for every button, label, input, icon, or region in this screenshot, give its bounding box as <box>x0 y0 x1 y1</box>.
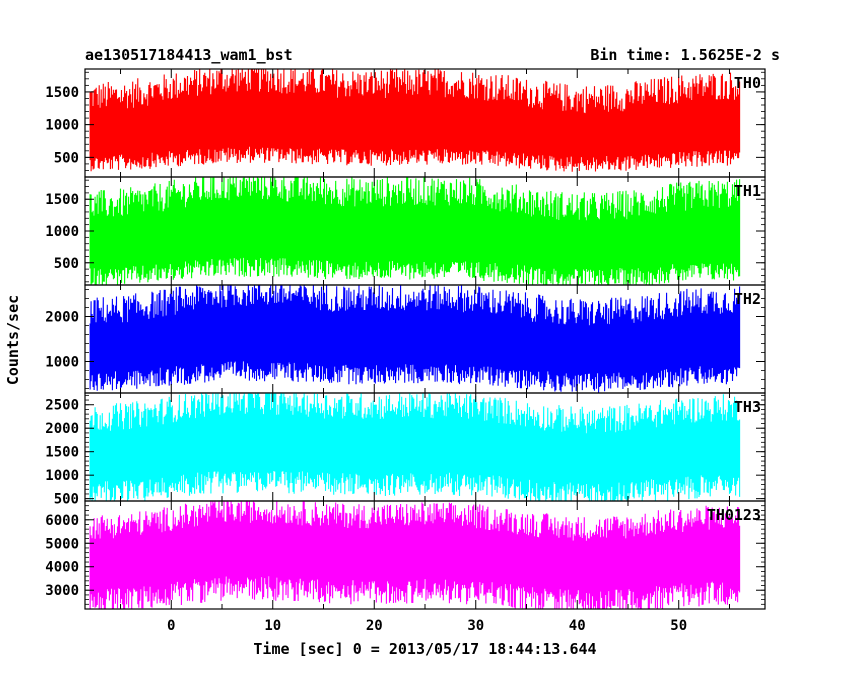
x-tick-label: 0 <box>167 618 175 634</box>
y-tick-label: 1500 <box>45 192 79 208</box>
series-th1 <box>89 177 741 285</box>
y-tick-label: 2000 <box>45 421 79 437</box>
x-axis-ticks: 0 10 20 30 40 50 <box>167 618 687 634</box>
y-tick-label: 1000 <box>45 118 79 134</box>
panel-th0123: 3000 4000 5000 6000 TH0123 <box>45 500 766 610</box>
x-axis-label: Time [sec] 0 = 2013/05/17 18:44:13.644 <box>253 640 596 658</box>
panels-group: 500 1000 1500 TH0 500 1000 1500 TH1 1000 2000 TH2 5… <box>45 68 766 610</box>
y-tick-label: 2500 <box>45 398 79 414</box>
series-th0123 <box>89 501 741 609</box>
y-tick-label: 1000 <box>45 355 79 371</box>
y-tick-label: 500 <box>54 256 79 272</box>
series-th3 <box>89 393 741 501</box>
panel-th1: 500 1000 1500 TH1 <box>45 176 766 286</box>
panel-label-th2: TH2 <box>734 290 761 308</box>
y-tick-label: 500 <box>54 150 79 166</box>
x-tick-label: 40 <box>569 618 586 634</box>
panel-th3: 500 1000 1500 2000 2500 TH3 <box>45 392 766 508</box>
x-tick-label: 30 <box>467 618 484 634</box>
y-tick-label: 1500 <box>45 445 79 461</box>
panel-th2: 1000 2000 TH2 <box>45 284 766 394</box>
y-tick-label: 1500 <box>45 85 79 101</box>
y-tick-label: 4000 <box>45 560 79 576</box>
bin-time-label: Bin time: 1.5625E-2 s <box>590 46 780 64</box>
panel-label-th0123: TH0123 <box>707 506 761 524</box>
y-tick-label: 5000 <box>45 536 79 552</box>
x-tick-label: 10 <box>264 618 281 634</box>
panel-label-th0: TH0 <box>734 74 761 92</box>
panel-th0: 500 1000 1500 TH0 <box>45 68 766 178</box>
y-tick-label: 3000 <box>45 583 79 599</box>
y-axis-label: Counts/sec <box>4 295 22 385</box>
y-tick-label: 1000 <box>45 224 79 240</box>
panel-label-th3: TH3 <box>734 398 761 416</box>
x-tick-label: 20 <box>366 618 383 634</box>
y-tick-label: 2000 <box>45 310 79 326</box>
y-tick-label: 1000 <box>45 468 79 484</box>
y-tick-label: 500 <box>54 492 79 508</box>
y-tick-label: 6000 <box>45 513 79 529</box>
series-th0 <box>89 69 741 172</box>
panel-label-th1: TH1 <box>734 182 761 200</box>
series-th2 <box>89 285 741 393</box>
x-tick-label: 50 <box>670 618 687 634</box>
chart-title: ae130517184413_wam1_bst <box>85 46 293 64</box>
